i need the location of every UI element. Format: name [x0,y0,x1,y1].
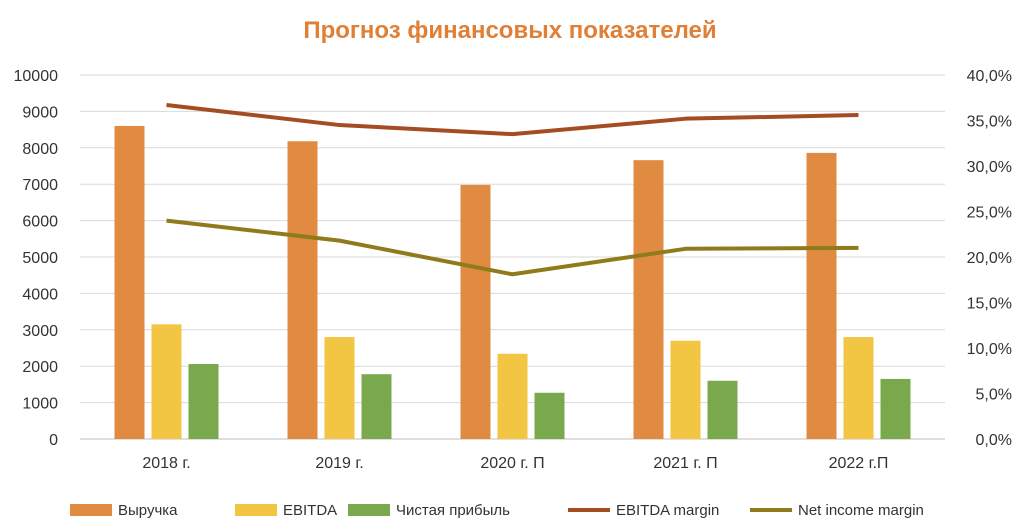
legend-label: Чистая прибыль [396,502,510,519]
chart-title: Прогноз финансовых показателей [303,17,716,44]
left-tick-label: 10000 [14,68,59,85]
bar [806,152,837,439]
left-tick-label: 8000 [22,141,58,158]
bar [497,353,528,439]
category-label: 2020 г. П [480,455,544,472]
left-tick-label: 7000 [22,177,58,194]
category-label: 2018 г. [142,455,190,472]
left-tick-label: 2000 [22,359,58,376]
right-tick-label: 10,0% [967,341,1012,358]
right-tick-label: 15,0% [967,296,1012,313]
legend: Выручка EBITDA Чистая прибыль EBITDA margin… [70,502,924,519]
legend-label: Net income margin [798,502,924,519]
bar [670,340,701,439]
bar-series [114,125,911,440]
left-tick-label: 6000 [22,214,58,231]
bar [287,141,318,440]
left-tick-label: 3000 [22,323,58,340]
legend-label: EBITDA margin [616,502,719,519]
left-tick-label: 1000 [22,396,58,413]
category-label: 2019 г. [315,455,363,472]
right-tick-label: 40,0% [967,68,1012,85]
bar [114,125,145,440]
left-tick-label: 5000 [22,250,58,267]
right-tick-label: 25,0% [967,205,1012,222]
bar [880,378,911,439]
left-tick-label: 9000 [22,104,58,121]
bar [534,392,565,439]
bar [707,380,738,439]
right-tick-label: 5,0% [976,387,1012,404]
bar [361,374,392,439]
bar [151,324,182,439]
bar [843,337,874,439]
bar [460,184,491,439]
legend-label: EBITDA [283,502,337,519]
legend-swatch [348,504,390,516]
category-labels: 2018 г. 2019 г. 2020 г. П 2021 г. П 2022 г.П [142,455,888,472]
right-tick-label: 0,0% [976,432,1012,449]
line-series [166,103,859,277]
category-label: 2021 г. П [653,455,717,472]
series-line [166,103,859,137]
right-axis-ticks: 0,0% 5,0% 10,0% 15,0% 20,0% 25,0% 30,0% 35,0% 40… [967,68,1012,449]
bar [324,337,355,439]
legend-swatch [70,504,112,516]
legend-label: Выручка [118,502,178,519]
left-axis-ticks: 0 1000 2000 3000 4000 5000 6000 7000 8000 9000 100… [14,68,59,449]
left-tick-label: 4000 [22,286,58,303]
category-label: 2022 г.П [829,455,889,472]
bar [188,364,219,439]
bar [633,160,664,439]
legend-swatch [235,504,277,516]
left-tick-label: 0 [49,432,58,449]
series-line [166,218,859,277]
gridlines [80,74,945,440]
right-tick-label: 30,0% [967,159,1012,176]
right-tick-label: 20,0% [967,250,1012,267]
right-tick-label: 35,0% [967,114,1012,131]
